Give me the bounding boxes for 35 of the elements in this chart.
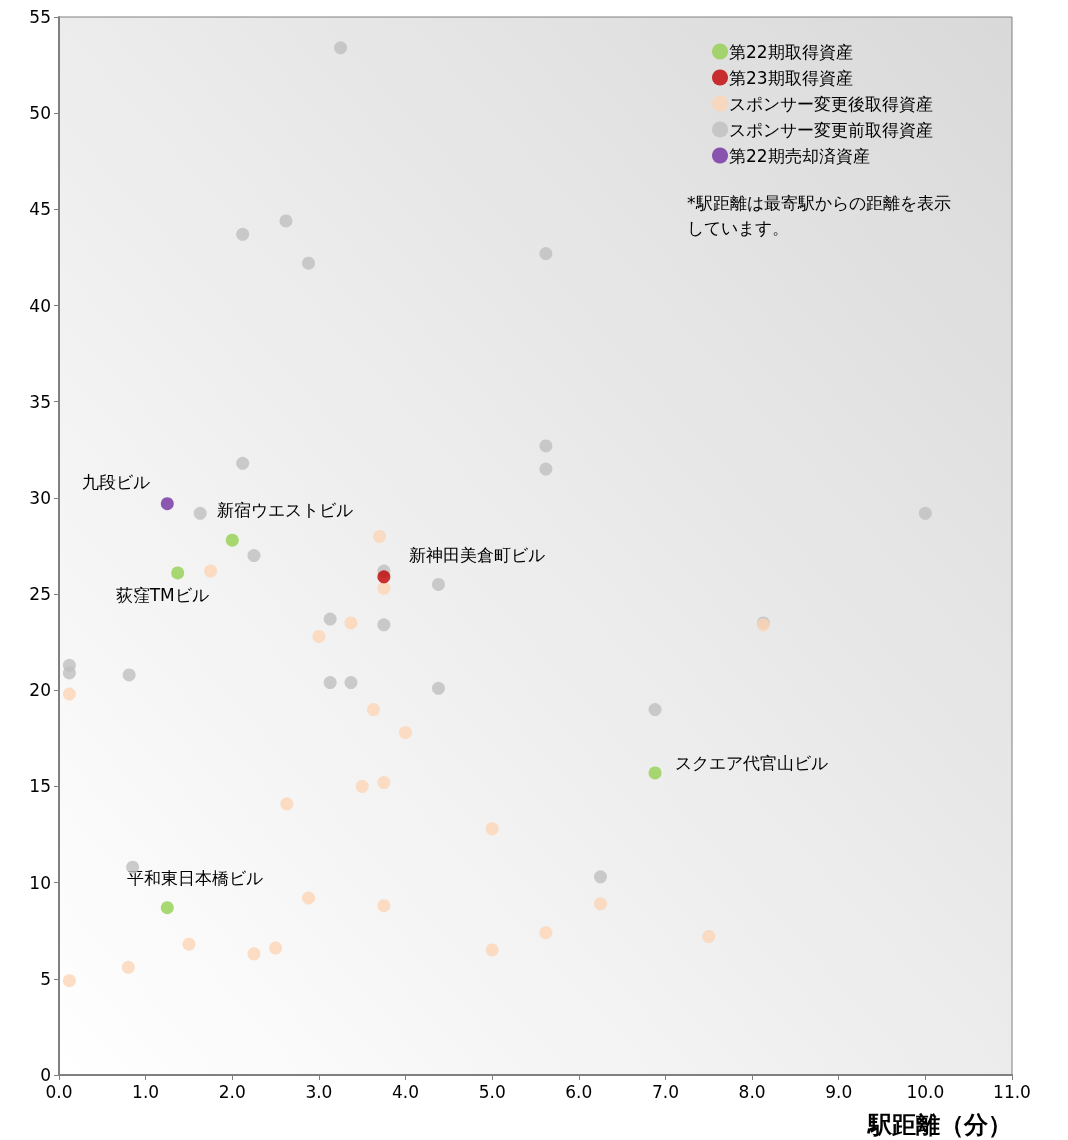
y-tick-label: 50 [29,103,51,124]
legend-label: 第22期売却済資産 [729,145,870,166]
annotation: 新宿ウエストビル [217,500,354,521]
legend-label: スポンサー変更前取得資産 [729,119,933,140]
y-tick-label: 5 [40,968,51,989]
y-tick-label: 10 [29,872,51,893]
x-tick-label: 9.0 [825,1081,853,1102]
legend-label: 第23期取得資産 [729,67,853,88]
y-tick-label: 45 [29,199,51,220]
legend-label: 第22期取得資産 [729,41,853,62]
x-tick-label: 3.0 [305,1081,333,1102]
x-tick-label: 1.0 [132,1081,160,1102]
x-tick-label: 4.0 [392,1081,420,1102]
annotation: *駅距離は最寄駅からの距離を表示しています。 [687,192,951,238]
x-tick-label: 7.0 [651,1081,679,1102]
y-tick-label: 25 [29,584,51,605]
y-tick-label: 20 [29,680,51,701]
x-tick-label: 10.0 [906,1081,945,1102]
y-tick-label: 15 [29,776,51,797]
annotation: 荻窪TMビル [115,584,209,605]
x-tick-label: 8.0 [738,1081,766,1102]
x-tick-label: 11.0 [993,1081,1031,1102]
y-tick-label: 30 [29,487,51,508]
y-tick-label: 35 [29,391,51,412]
x-axis-title: 駅距離（分） [867,1111,1012,1139]
x-tick-label: 6.0 [565,1081,593,1102]
legend-label: スポンサー変更後取得資産 [729,93,933,114]
x-tick-label: 2.0 [218,1081,246,1102]
y-tick-label: 55 [29,7,51,27]
y-tick-label: 40 [29,295,51,316]
x-tick-label: 5.0 [478,1081,506,1102]
annotation: 平和東日本橋ビル [127,867,264,888]
annotation: 新神田美倉町ビル [408,544,545,565]
annotation: 九段ビル [82,471,151,492]
annotation: スクエア代官山ビル [675,752,829,773]
